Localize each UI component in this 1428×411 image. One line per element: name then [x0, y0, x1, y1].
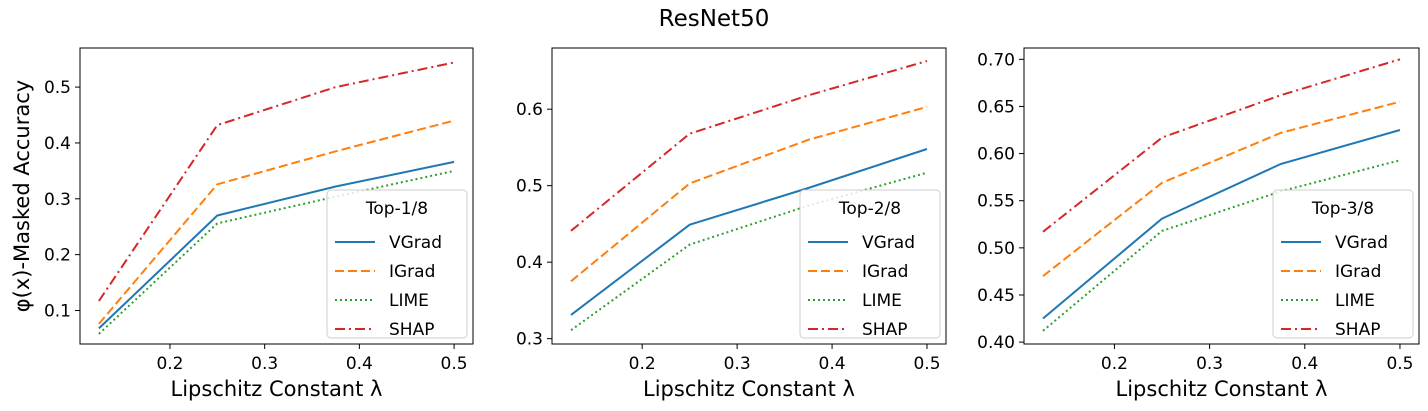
series-line-shap — [1042, 58, 1401, 233]
figure-title: ResNet50 — [658, 6, 770, 32]
legend-title: Top-1/8 — [365, 199, 428, 219]
chart-panel-2: 0.2 0.3 0.4 0.5 0.3 0.4 0.5 0.6 Lipschitz Consta… — [516, 47, 947, 401]
x-tick-label: 0.3 — [251, 354, 278, 374]
y-tick-label: 0.70 — [977, 50, 1015, 70]
y-tick-label: 0.5 — [516, 177, 543, 197]
y-tick-label: 0.6 — [516, 100, 543, 120]
series-line-shap — [98, 61, 455, 302]
y-tick-label: 0.1 — [44, 301, 71, 321]
y-tick-label: 0.3 — [516, 330, 543, 350]
x-axis-label: Lipschitz Constant λ — [171, 377, 383, 401]
x-tick-label: 0.4 — [819, 354, 846, 374]
y-axis-label: φ(x)-Masked Accuracy — [10, 80, 34, 312]
legend-label-lime: LIME — [1335, 291, 1375, 311]
legend-label-vgrad: VGrad — [862, 233, 915, 253]
legend-label-vgrad: VGrad — [1335, 233, 1388, 253]
legend-label-igrad: IGrad — [1335, 262, 1381, 282]
y-tick-label: 0.55 — [977, 192, 1015, 212]
x-axis-label: Lipschitz Constant λ — [643, 377, 855, 401]
x-tick-label: 0.4 — [346, 354, 373, 374]
x-tick-label: 0.5 — [441, 354, 468, 374]
legend-label-shap: SHAP — [389, 320, 434, 340]
y-tick-label: 0.4 — [44, 134, 71, 154]
chart-panel-1: 0.2 0.3 0.4 0.5 0.1 0.2 0.3 0.4 0.5 Lipschitz Con… — [10, 47, 474, 401]
legend: Top-2/8 VGrad IGrad LIME SHAP — [799, 189, 941, 340]
series-line-igrad — [570, 105, 928, 283]
legend-label-igrad: IGrad — [862, 262, 908, 282]
series-line-igrad — [1042, 100, 1401, 277]
plot-frame — [79, 47, 474, 345]
legend: Top-1/8 VGrad IGrad LIME SHAP — [326, 189, 468, 340]
y-tick-label: 0.65 — [977, 97, 1015, 117]
y-tick-label: 0.40 — [977, 333, 1015, 353]
series-line-vgrad — [570, 148, 928, 316]
legend-label-igrad: IGrad — [389, 262, 435, 282]
plot-frame — [551, 47, 947, 345]
x-tick-label: 0.3 — [1196, 354, 1223, 374]
legend-label-shap: SHAP — [1335, 320, 1380, 340]
x-tick-label: 0.2 — [156, 354, 183, 374]
series-line-vgrad — [1042, 129, 1401, 320]
legend-title: Top-2/8 — [838, 199, 901, 219]
series-line-shap — [570, 60, 928, 232]
y-tick-label: 0.45 — [977, 286, 1015, 306]
series-line-lime — [98, 169, 455, 335]
series-line-vgrad — [98, 160, 455, 330]
y-tick-label: 0.2 — [44, 246, 71, 266]
legend-title: Top-3/8 — [1311, 199, 1374, 219]
y-tick-label: 0.4 — [516, 253, 543, 273]
legend-label-lime: LIME — [862, 291, 902, 311]
y-tick-label: 0.60 — [977, 145, 1015, 165]
legend-label-vgrad: VGrad — [389, 233, 442, 253]
y-tick-label: 0.3 — [44, 190, 71, 210]
plot-frame — [1023, 47, 1420, 345]
y-tick-label: 0.5 — [44, 78, 71, 98]
series-line-igrad — [98, 119, 455, 325]
legend-label-shap: SHAP — [862, 320, 907, 340]
y-tick-label: 0.50 — [977, 239, 1015, 259]
x-tick-label: 0.4 — [1291, 354, 1318, 374]
legend-label-lime: LIME — [389, 291, 429, 311]
x-axis-label: Lipschitz Constant λ — [1116, 377, 1328, 401]
x-tick-label: 0.5 — [1386, 354, 1413, 374]
chart-panel-3: 0.2 0.3 0.4 0.5 0.40 0.45 0.50 0.55 0.60 0.65 0.70… — [977, 47, 1420, 401]
x-tick-label: 0.2 — [629, 354, 656, 374]
legend: Top-3/8 VGrad IGrad LIME SHAP — [1272, 189, 1414, 340]
x-tick-label: 0.3 — [724, 354, 751, 374]
x-tick-label: 0.5 — [913, 354, 940, 374]
x-tick-label: 0.2 — [1101, 354, 1128, 374]
